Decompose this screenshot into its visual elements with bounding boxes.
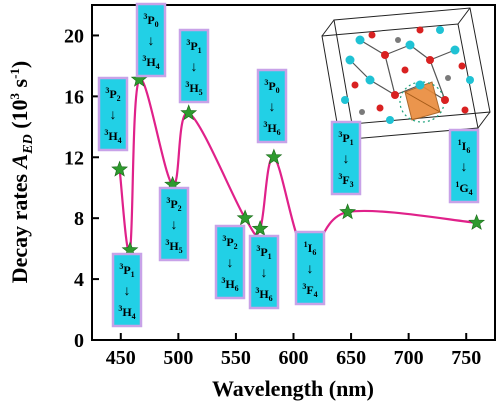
transition-from-7: 3P0: [264, 78, 279, 95]
transition-label-10: 1I6 ↓ 1G4: [448, 128, 480, 204]
transition-from-3: 3P2: [166, 196, 181, 213]
y-tick-label-5: 20: [64, 25, 84, 47]
transition-from-2: 3P0: [143, 12, 158, 29]
transition-label-7: 3P0 ↓ 3H6: [256, 68, 288, 144]
transition-arrow-10: ↓: [461, 160, 468, 175]
data-point-5: [236, 209, 254, 226]
data-point-7: [265, 148, 283, 165]
transition-arrow-3: ↓: [171, 218, 178, 233]
y-tick-label-4: 16: [64, 86, 84, 108]
y-axis-title: Decay rates AED (103 s-1): [7, 61, 36, 284]
transition-label-box-10: [448, 128, 480, 204]
transition-from-1: 3P1: [119, 262, 134, 279]
transition-label-box-6: [248, 234, 280, 310]
axis-ticks: [92, 34, 468, 341]
transition-label-box-3: [158, 186, 190, 262]
transition-label-box-7: [256, 68, 288, 144]
data-point-0: [111, 160, 128, 177]
transition-arrow-9: ↓: [343, 152, 350, 167]
transition-to-5: 3H6: [221, 276, 238, 293]
transition-label-box-1: [111, 252, 143, 328]
crystal-structure-inset: [321, 7, 491, 141]
transition-labels: 3P2↓3H43P1↓3H43P0↓3H43P2↓3H53P1↓3H53P2↓3…: [97, 2, 480, 328]
x-tick-label-3: 600: [279, 347, 309, 369]
transition-arrow-0: ↓: [110, 108, 117, 123]
axis-tick-labels: 450 500 550 600 650 700 750 0 4 8 12 16 20: [64, 25, 481, 369]
transition-to-0: 3H4: [104, 128, 121, 145]
y-tick-label-0: 0: [74, 330, 84, 352]
x-axis-title: Wavelength (nm): [212, 376, 374, 401]
x-tick-label-0: 450: [106, 347, 136, 369]
transition-from-10: 1I6: [458, 138, 471, 155]
data-point-10: [468, 213, 486, 230]
transition-from-0: 3P2: [105, 86, 120, 103]
y-tick-label-3: 12: [64, 147, 84, 169]
x-tick-label-6: 750: [451, 347, 481, 369]
transition-label-5: 3P2 ↓ 3H6: [214, 224, 246, 300]
transition-label-box-2: [135, 2, 167, 78]
transition-to-7: 3H6: [263, 120, 280, 137]
y-tick-label-1: 4: [74, 269, 84, 291]
transition-label-box-0: [97, 76, 129, 152]
transition-arrow-2: ↓: [148, 34, 155, 49]
transition-arrow-7: ↓: [269, 100, 276, 115]
transition-from-4: 3P1: [186, 38, 201, 55]
data-point-9: [339, 203, 356, 220]
transition-label-box-9: [330, 120, 362, 196]
transition-arrow-5: ↓: [227, 256, 234, 271]
transition-label-9: 3P1 ↓ 3F3: [330, 120, 362, 196]
transition-from-8: 1I6: [304, 240, 317, 257]
transition-label-4: 3P1 ↓ 3H5: [178, 28, 210, 104]
transition-to-9: 3F3: [338, 172, 353, 189]
x-tick-label-5: 700: [394, 347, 424, 369]
transition-label-box-5: [214, 224, 246, 300]
transition-from-9: 3P1: [338, 130, 353, 147]
x-tick-label-2: 550: [221, 347, 251, 369]
data-point-4: [180, 104, 198, 121]
transition-label-3: 3P2 ↓ 3H5: [158, 186, 190, 262]
transition-label-1: 3P1 ↓ 3H4: [111, 252, 143, 328]
transition-to-2: 3H4: [142, 54, 159, 71]
transition-arrow-8: ↓: [307, 262, 314, 277]
y-tick-label-2: 8: [74, 208, 84, 230]
x-tick-label-4: 650: [336, 347, 366, 369]
transition-to-1: 3H4: [118, 304, 135, 321]
transition-label-0: 3P2 ↓ 3H4: [97, 76, 129, 152]
x-tick-label-1: 500: [163, 347, 193, 369]
transition-arrow-6: ↓: [261, 266, 268, 281]
transition-to-6: 3H6: [255, 286, 272, 303]
transition-label-box-4: [178, 28, 210, 104]
data-point-6: [251, 219, 269, 236]
transition-from-5: 3P2: [222, 234, 237, 251]
transition-to-8: 3F4: [302, 282, 317, 299]
transition-from-6: 3P1: [256, 244, 271, 261]
transition-label-2: 3P0 ↓ 3H4: [135, 2, 167, 78]
transition-to-10: 1G4: [455, 180, 472, 197]
transition-label-box-8: [294, 230, 326, 306]
transition-arrow-1: ↓: [124, 284, 131, 299]
transition-label-8: 1I6 ↓ 3F4: [294, 230, 326, 306]
transition-label-6: 3P1 ↓ 3H6: [248, 234, 280, 310]
transition-to-4: 3H5: [185, 80, 202, 97]
transition-arrow-4: ↓: [191, 60, 198, 75]
transition-to-3: 3H5: [165, 238, 182, 255]
